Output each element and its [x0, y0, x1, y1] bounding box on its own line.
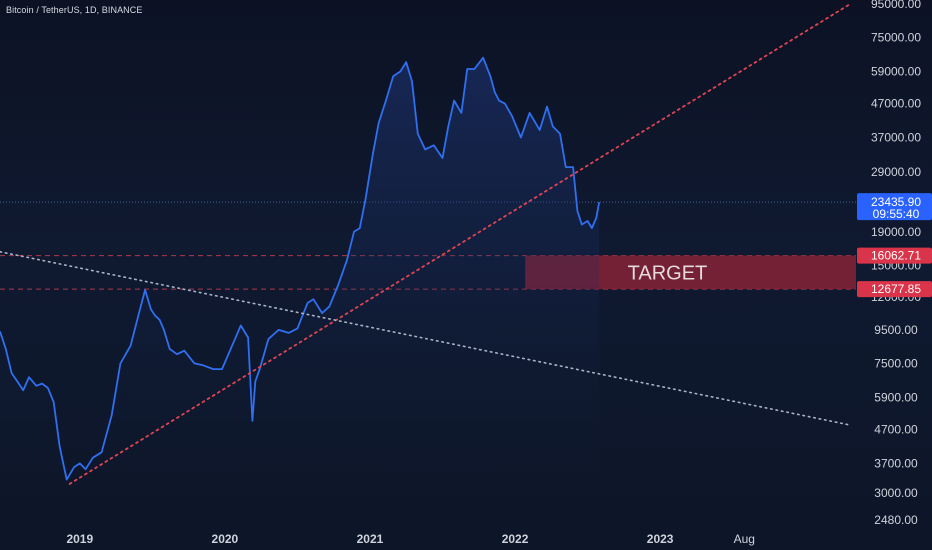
y-tick-label: 5900.00 — [874, 390, 918, 404]
level-tag-bg — [857, 247, 932, 264]
y-tick-label: 75000.00 — [871, 30, 921, 44]
y-tick-label: 29000.00 — [871, 165, 921, 179]
y-tick-label: 3000.00 — [874, 486, 918, 500]
level-tag-0[interactable]: 16062.71 — [857, 247, 932, 264]
price-line[interactable] — [0, 56, 601, 481]
y-tick-label: 7500.00 — [874, 356, 918, 370]
level-tag-1[interactable]: 12677.85 — [857, 281, 932, 298]
red-trendline[interactable] — [68, 3, 852, 485]
y-tick-label: 4700.00 — [874, 423, 918, 437]
countdown-value: 09:55:40 — [873, 207, 920, 221]
level-tag-bg — [857, 281, 932, 298]
x-tick-label: 2020 — [212, 532, 239, 546]
target-label: TARGET — [628, 262, 708, 284]
current-price-value: 23435.90 — [871, 195, 921, 209]
current-price-tag-bg — [857, 193, 932, 221]
x-tick-label: 2019 — [66, 532, 93, 546]
y-tick-label: 47000.00 — [871, 97, 921, 111]
x-tick-label: Aug — [734, 532, 755, 546]
x-tick-label: 2022 — [502, 532, 529, 546]
y-tick-label: 9500.00 — [874, 323, 918, 337]
level-tag-value: 16062.71 — [871, 249, 921, 263]
y-tick-label: 95000.00 — [871, 0, 921, 11]
y-tick-label: 37000.00 — [871, 130, 921, 144]
y-tick-label: 59000.00 — [871, 64, 921, 78]
x-tick-label: 2023 — [647, 532, 674, 546]
y-tick-label: 3700.00 — [874, 456, 918, 470]
level-tag-value: 12677.85 — [871, 282, 921, 296]
y-tick-label: 19000.00 — [871, 225, 921, 239]
x-tick-label: 2021 — [357, 532, 384, 546]
price-area-fill — [0, 57, 600, 520]
y-tick-label: 2480.00 — [874, 513, 918, 527]
white-trendline[interactable] — [0, 250, 851, 426]
symbol-title: Bitcoin / TetherUS, 1D, BINANCE — [6, 5, 143, 15]
